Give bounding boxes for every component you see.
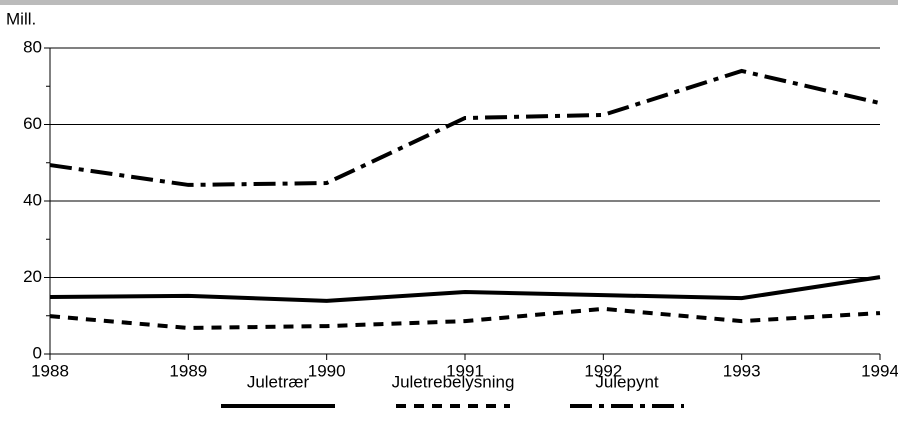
legend-label: Juletrebelysning <box>392 372 515 391</box>
series-line <box>49 275 881 303</box>
y-tick-label: 80 <box>23 37 42 56</box>
y-axis-label: Mill. <box>6 9 36 28</box>
series-line <box>49 306 881 330</box>
y-tick-label: 60 <box>23 114 42 133</box>
top-bar <box>0 0 898 5</box>
x-tick-label: 1988 <box>31 361 69 380</box>
series-line <box>49 68 881 187</box>
x-tick-label: 1989 <box>169 361 207 380</box>
x-tick-label: 1990 <box>308 361 346 380</box>
x-tick-label: 1992 <box>584 361 622 380</box>
x-tick-label: 1994 <box>861 361 898 380</box>
legend-label: Julepynt <box>595 372 659 391</box>
x-tick-label: 1991 <box>446 361 484 380</box>
y-tick-label: 40 <box>23 190 42 209</box>
y-tick-label: 20 <box>23 267 42 286</box>
y-tick-label: 0 <box>33 343 42 362</box>
legend-label: Juletrær <box>247 372 310 391</box>
x-tick-label: 1993 <box>723 361 761 380</box>
